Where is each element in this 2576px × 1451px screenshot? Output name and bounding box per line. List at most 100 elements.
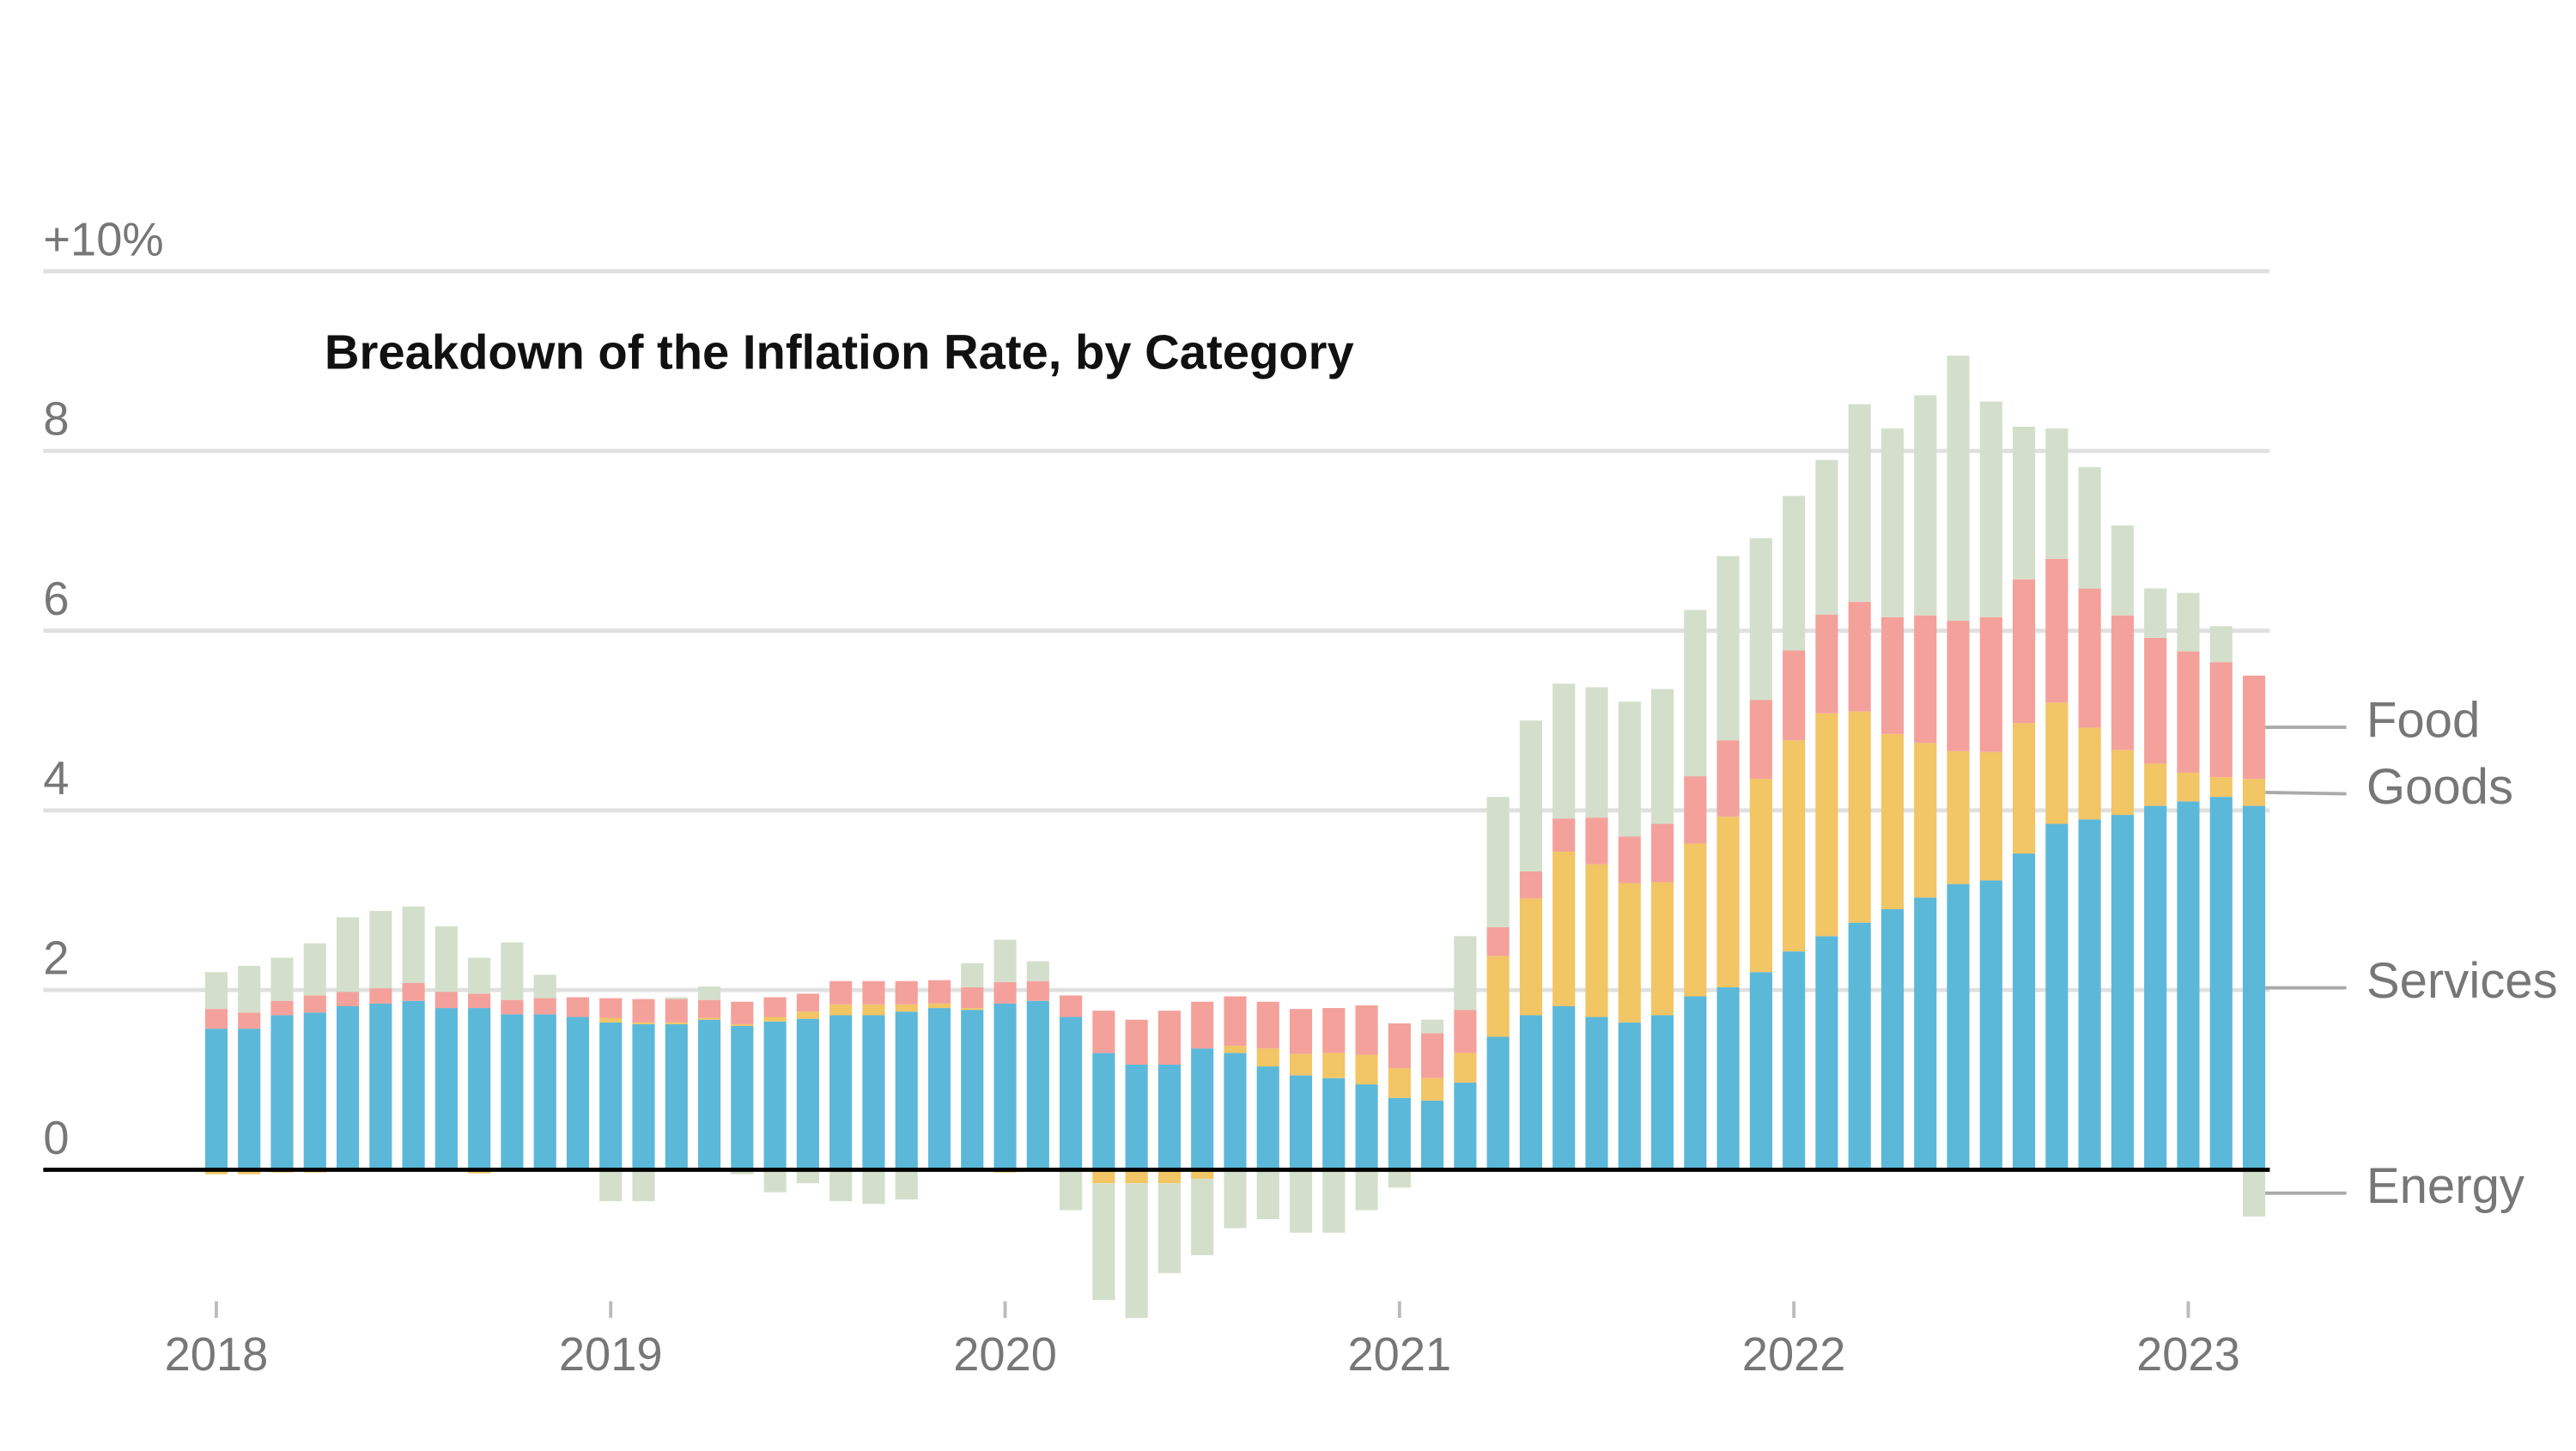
- bar-segment: [1026, 980, 1049, 1001]
- bar-segment: [2045, 702, 2069, 824]
- bar-segment: [1848, 404, 1871, 603]
- bar-segment: [1783, 740, 1806, 952]
- bar-segment: [1684, 776, 1707, 844]
- bar-segment: [2242, 805, 2266, 1170]
- bar-segment: [731, 1001, 754, 1024]
- bar-segment: [927, 1003, 951, 1009]
- bar-segment: [1125, 1183, 1148, 1319]
- bar-segment: [2012, 853, 2036, 1170]
- bar-segment: [1585, 687, 1608, 818]
- bar-segment: [1716, 817, 1740, 987]
- bar-segment: [1224, 996, 1247, 1047]
- bar-segment: [1355, 1054, 1378, 1085]
- bar-segment: [731, 1169, 754, 1175]
- bar-segment: [1289, 1009, 1313, 1054]
- bar-segment: [1388, 1023, 1411, 1069]
- bar-segment: [1421, 1100, 1444, 1170]
- bar-segment: [204, 1169, 228, 1175]
- bar-segment: [1256, 1048, 1279, 1067]
- bar-segment: [533, 974, 556, 999]
- bar-segment: [369, 911, 392, 989]
- x-tick-label: 2021: [1348, 1329, 1452, 1381]
- bar-segment: [993, 939, 1017, 982]
- legend-leader: [2265, 790, 2347, 796]
- bar-segment: [961, 962, 984, 987]
- bar-segment: [566, 1017, 590, 1170]
- x-tick-label: 2020: [953, 1329, 1057, 1381]
- bar-segment: [1454, 1082, 1477, 1170]
- bar-segment: [1026, 1000, 1049, 1170]
- bar-segment: [1749, 779, 1772, 973]
- bar-segment: [1585, 864, 1608, 1017]
- bar-segment: [1815, 713, 1838, 937]
- bar-segment: [1815, 459, 1838, 615]
- bar-segment: [1519, 1015, 1543, 1170]
- bar-segment: [862, 1004, 885, 1016]
- bar-segment: [2012, 426, 2036, 580]
- bar-segment: [402, 982, 425, 1001]
- bar-segment: [1486, 956, 1510, 1037]
- bar-segment: [1585, 1017, 1608, 1170]
- bar-segment: [336, 1005, 360, 1170]
- bar-segment: [1552, 851, 1576, 1006]
- bar-segment: [632, 999, 655, 1023]
- bar-segment: [632, 1022, 655, 1024]
- bar-segment: [2078, 588, 2101, 728]
- bar-segment: [1421, 1033, 1444, 1078]
- x-tick-label: 2022: [1742, 1329, 1846, 1381]
- bar-segment: [1519, 720, 1543, 871]
- bar-segment: [2111, 615, 2134, 750]
- bar-segment: [895, 1011, 918, 1170]
- bar-segment: [1880, 908, 1905, 1170]
- bar-segment: [2045, 823, 2069, 1170]
- bar-segment: [1618, 836, 1641, 883]
- bar-segment: [336, 917, 360, 993]
- bar-segment: [2045, 558, 2069, 703]
- bar-segment: [1256, 1169, 1279, 1219]
- bar-segment: [2078, 819, 2101, 1170]
- bar-segment: [1914, 743, 1937, 898]
- bar-segment: [763, 1017, 787, 1022]
- bar-segment: [697, 999, 721, 1018]
- bar-segment: [1716, 740, 1740, 817]
- x-tick-label: 2018: [165, 1329, 269, 1381]
- bar-segment: [1783, 650, 1806, 741]
- bar-segment: [1749, 700, 1772, 780]
- bar-segment: [1749, 972, 1772, 1170]
- bar-segment: [1783, 495, 1806, 651]
- bar-segment: [1979, 616, 2002, 752]
- bar-segment: [1650, 1015, 1674, 1170]
- bar-segment: [1224, 1046, 1247, 1053]
- bar-segment: [2177, 772, 2200, 802]
- bar-segment: [1191, 1001, 1214, 1049]
- bar-segment: [1388, 1068, 1411, 1098]
- bar-segment: [1552, 1005, 1576, 1170]
- bar-segment: [697, 1017, 721, 1020]
- bar-segment: [895, 980, 918, 1005]
- bar-segment: [2144, 637, 2167, 764]
- bar-segment: [1486, 797, 1510, 927]
- bar-segment: [2045, 428, 2069, 559]
- bar-segment: [1684, 996, 1707, 1170]
- bar-segment: [1848, 922, 1871, 1170]
- bar-segment: [1947, 750, 1970, 884]
- bar-segment: [1815, 936, 1838, 1170]
- bar-segment: [1947, 355, 1970, 622]
- bar-segment: [1815, 614, 1838, 713]
- bar-segment: [927, 980, 951, 1004]
- bar-segment: [895, 1004, 918, 1012]
- bar-segment: [1650, 882, 1674, 1016]
- x-tick-label: 2019: [559, 1329, 663, 1381]
- chart-title: Breakdown of the Inflation Rate, by Cate…: [325, 325, 1354, 379]
- bar-segment: [1552, 683, 1576, 819]
- bar-segment: [238, 1029, 261, 1170]
- bar-segment: [2242, 779, 2266, 806]
- bar-segment: [533, 998, 556, 1015]
- bar-segment: [1092, 1169, 1115, 1184]
- legend-label: Services: [2366, 953, 2558, 1009]
- legend-label: Food: [2366, 693, 2480, 749]
- bar-segment: [238, 1012, 261, 1029]
- bar-segment: [369, 1003, 392, 1170]
- bar-segment: [763, 997, 787, 1017]
- bar-segment: [1914, 395, 1937, 616]
